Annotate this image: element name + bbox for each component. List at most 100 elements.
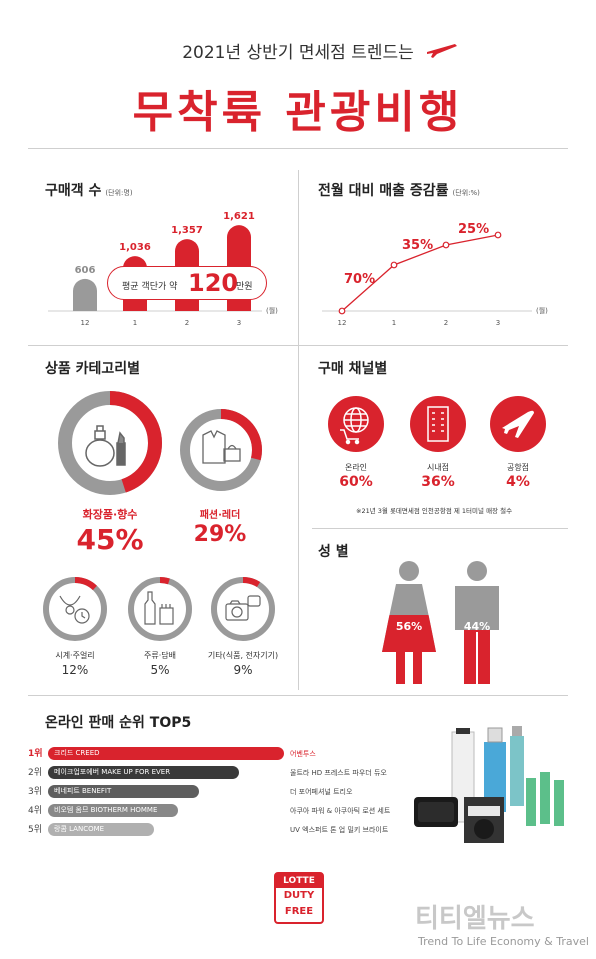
header: 2021년 상반기 면세점 트렌드는 [0,38,596,63]
rank-bar [48,747,284,760]
line-point [442,241,450,249]
rank-product: 어벤투스 [290,750,316,758]
category-label-watch: 시계·주얼리 [55,651,95,660]
avg-spend-prefix: 평균 객단가 약 [122,282,178,292]
donut-etc [211,577,275,641]
divider [28,695,568,696]
table-row: 2위 메이크업포에버 MAKE UP FOR EVER 울트라 HD 프레스트 파우… [28,765,428,779]
avg-spend-suffix: 만원 [236,282,253,292]
building-icon [427,406,449,442]
bar-base [227,299,251,311]
logo-line3: FREE [284,906,314,917]
rank-product: 더 포어페셔널 트리오 [290,788,353,796]
divider [312,528,568,529]
category-value-etc: 9% [233,663,253,677]
line-point [338,307,346,315]
rank-number: 3위 [28,787,43,797]
rank-product: 아쿠아 파워 & 아쿠아틱 로션 세트 [290,807,391,815]
divider [28,345,568,346]
category-title: 상품 카테고리별 [45,361,141,377]
rank-brand: 랑콤 LANCOME [54,825,105,833]
rank-bar [48,823,155,836]
airplane-icon [427,44,457,58]
rank-number: 4위 [28,806,43,816]
x-tick-label: 1 [133,319,137,327]
channel-airport-circle [490,396,546,452]
channel-footnote: ※21년 3월 롯데면세점 인천공항점 제 1터미널 매장 철수 [356,507,513,515]
growth-annotation: 70% [344,272,375,287]
x-tick-label: 1 [392,319,396,327]
channel-label-airport: 공항점 [506,463,530,472]
buyers-title-text: 구매객 수 [45,183,102,199]
page-title: 무착륙 관광비행 [132,87,464,138]
line-point [390,261,398,269]
perfume-lipstick-icon [85,425,126,467]
category-value-liquor: 5% [150,663,170,677]
gender-female-value: 56% [395,620,423,633]
rank-number: 1위 [28,749,43,759]
globe-cart-icon [340,407,369,445]
buyers-unit: (단위:명) [105,189,133,197]
growth-annotation: 25% [458,222,489,237]
header-subtitle: 2021년 상반기 면세점 트렌드는 [182,43,414,63]
x-tick-label: 2 [444,319,448,327]
category-value-fashion: 29% [193,522,247,547]
growth-title: 전월 대비 매출 증감률 (단위:%) [318,180,480,200]
bottle-cigarette-icon [144,591,174,625]
channel-value-downtown: 36% [421,474,455,490]
table-row: 5위 랑콤 LANCOME UV 엑스퍼트 톤 업 밀키 브라이트 [28,822,428,836]
growth-annotation: 35% [402,238,433,253]
table-row: 3위 베네피트 BENEFIT 더 포어페셔널 트리오 [28,784,428,798]
bar-value-label: 1,621 [223,211,255,222]
rank-brand: 비오템 옴므 BIOTHERM HOMME [54,806,158,814]
growth-month-unit: (월) [536,307,548,315]
products-image [414,726,564,843]
male-figure [455,561,499,684]
rank-bar [48,766,240,779]
bar-value-label: 606 [75,265,96,276]
x-tick-label: 3 [237,319,241,327]
x-tick-label: 12 [338,319,347,327]
category-label-cosmetics: 화장품·향수 [82,508,138,521]
x-tick-label: 2 [185,319,189,327]
x-tick-label: 3 [496,319,500,327]
female-figure [382,561,436,684]
bar-base [175,299,199,311]
x-tick-label: 12 [81,319,90,327]
rank-product: 울트라 HD 프레스트 파우더 듀오 [290,769,387,777]
watermark-tagline: Trend To Life Economy & Travel [418,935,589,948]
table-row: 4위 비오템 옴므 BIOTHERM HOMME 아쿠아 파워 & 아쿠아틱 로션 … [28,803,428,817]
rank-number: 2위 [28,768,43,778]
channel-title: 구매 채널별 [318,361,388,377]
channel-value-airport: 4% [506,474,530,490]
channel-label-online: 온라인 [344,463,368,472]
rank-brand: 베네피트 BENEFIT [54,787,112,795]
divider [28,148,568,149]
airplane-icon [502,410,534,438]
channel-label-downtown: 시내점 [426,463,450,472]
buyers-bar-chart: 606 12 1,036 1 1,357 2 1,621 3 [48,211,262,327]
buyers-month-unit: (월) [266,307,278,315]
category-label-fashion: 패션·레더 [199,510,241,521]
donut-watch [43,577,107,641]
growth-line [341,234,499,312]
buyers-title: 구매객 수 (단위:명) [45,180,133,200]
rank-brand: 메이크업포에버 MAKE UP FOR EVER [54,768,171,776]
bar-base [73,299,97,311]
bar-base [123,299,147,311]
bar-value-label: 1,357 [171,225,203,236]
channel-value-online: 60% [339,474,373,490]
jacket-bag-icon [202,430,241,464]
avg-spend-value: 120 [188,269,239,297]
logo-line1: LOTTE [276,874,322,888]
rank-product: UV 엑스퍼트 톤 업 밀키 브라이트 [290,826,389,834]
donut-fashion [180,409,262,491]
rank-bar [48,804,178,817]
rank-brand: 크리드 CREED [54,749,100,757]
bar-value-label: 1,036 [119,242,151,253]
category-value-watch: 12% [61,663,89,677]
avg-spend-callout: 평균 객단가 약 120 만원 [107,266,267,300]
gender-title: 성 별 [318,544,349,560]
donut-cosmetics [58,391,162,495]
channel-online-circle [328,396,384,452]
